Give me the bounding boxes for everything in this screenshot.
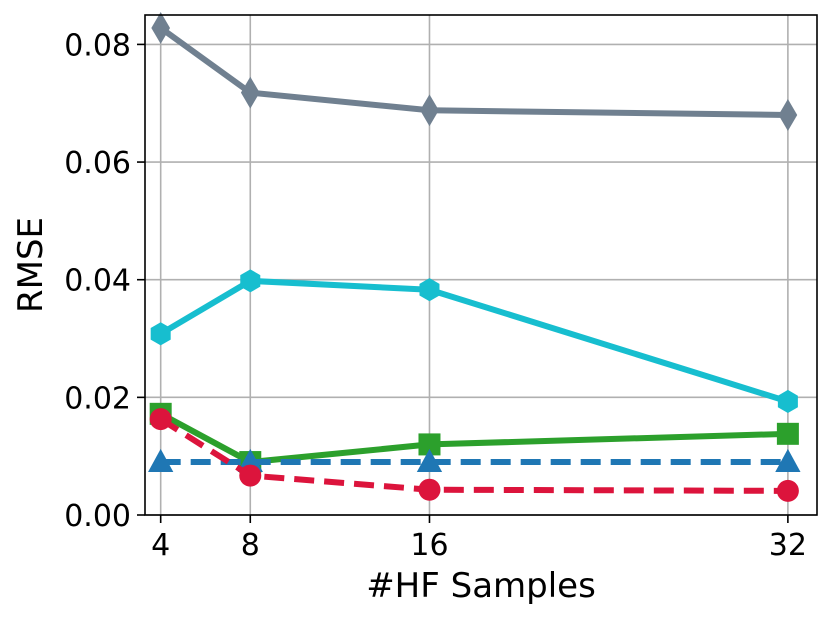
- series-line: [159, 416, 788, 494]
- diamond-marker: [778, 99, 798, 131]
- hexagon-marker: [419, 278, 440, 302]
- x-tick-label: 32: [769, 528, 807, 563]
- series-line: [159, 411, 788, 466]
- series-line: [158, 25, 788, 118]
- x-tick-label: 4: [151, 528, 170, 563]
- y-tick-label: 0.02: [64, 381, 131, 416]
- square-marker: [418, 433, 441, 456]
- series-circle: [149, 408, 799, 502]
- diamond-marker: [420, 94, 439, 127]
- circle-marker: [776, 479, 799, 502]
- triangle-marker: [237, 448, 263, 472]
- series-diamond: [151, 11, 798, 131]
- y-tick-label: 0.08: [64, 28, 131, 63]
- series-layer: [148, 11, 801, 502]
- hexagon-marker: [150, 322, 171, 346]
- diamond-marker: [240, 76, 260, 109]
- triangle-marker: [416, 448, 443, 472]
- y-tick-label: 0.06: [64, 146, 131, 181]
- y-tick-label: 0.00: [64, 499, 131, 534]
- circle-marker: [149, 408, 172, 431]
- plot-frame: [144, 14, 818, 516]
- x-axis-ticks: 4 8 16 32: [151, 515, 807, 563]
- triangle-marker: [775, 448, 801, 472]
- circle-marker: [418, 478, 441, 501]
- series-triangle: [148, 448, 801, 472]
- y-tick-label: 0.04: [64, 264, 131, 299]
- hexagon-marker: [777, 389, 798, 414]
- square-marker: [776, 422, 799, 445]
- y-axis-label: RMSE: [11, 217, 51, 313]
- x-tick-label: 16: [410, 528, 448, 563]
- x-axis-label: #HF Samples: [366, 566, 596, 606]
- series-hexagon: [150, 269, 798, 414]
- series-line: [159, 277, 789, 405]
- hexagon-marker: [240, 269, 261, 293]
- diamond-marker: [151, 11, 171, 44]
- circle-marker: [239, 464, 262, 487]
- y-axis-ticks: 0.00 0.02 0.04 0.06 0.08: [64, 28, 145, 534]
- x-tick-label: 8: [241, 528, 260, 563]
- triangle-marker: [148, 448, 174, 472]
